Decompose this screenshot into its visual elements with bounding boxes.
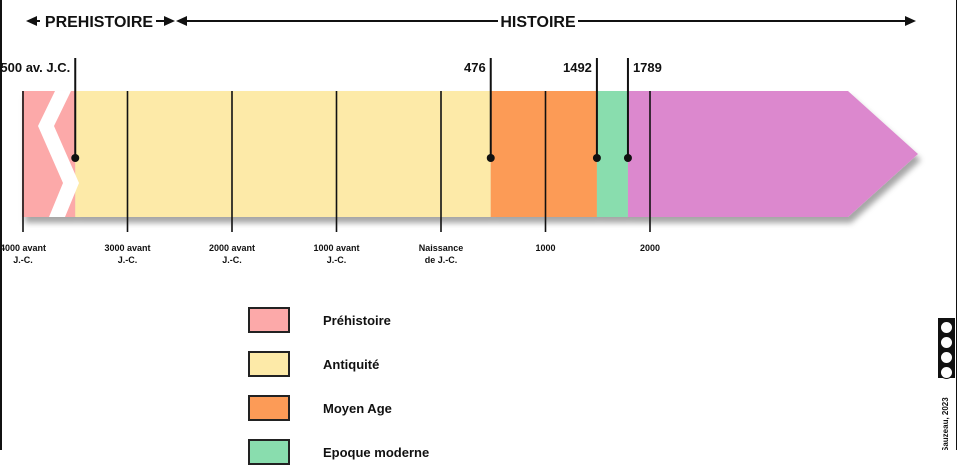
period-segment-4 bbox=[627, 91, 918, 217]
event-dot-2 bbox=[592, 154, 601, 162]
tick-label-line: 4000 avant bbox=[0, 243, 46, 253]
tick-label-line: J.-C. bbox=[327, 255, 347, 265]
legend-label-1: Antiquité bbox=[323, 357, 380, 372]
zigzag-gap bbox=[38, 91, 79, 217]
event-markers: vers 3500 av. J.C. 476 1492 1789 bbox=[0, 58, 662, 162]
timeline-diagram: PREHISTOIRE HISTOIRE vers 3500 av. J.C. 4… bbox=[0, 14, 918, 265]
arrow-left-head bbox=[26, 16, 37, 26]
tick-label-5: 1000 bbox=[535, 243, 555, 253]
tick-label-0: 4000 avant J.-C. bbox=[0, 243, 46, 265]
tick-label-line: 1000 avant bbox=[313, 243, 359, 253]
legend-label-3: Epoque moderne bbox=[323, 445, 430, 460]
arrow-history-left-head bbox=[176, 16, 187, 26]
period-segment-0 bbox=[22, 91, 76, 217]
era-arrows: PREHISTOIRE HISTOIRE bbox=[26, 14, 916, 31]
period-segment-1 bbox=[75, 91, 491, 217]
event-label-1: 476 bbox=[464, 60, 486, 75]
credit-strip: Sauzeau, 2023 bbox=[936, 316, 957, 450]
event-label-3: 1789 bbox=[633, 60, 662, 75]
year-ticks bbox=[22, 91, 651, 232]
event-label-2: 1492 bbox=[563, 60, 592, 75]
tick-label-line: J.-C. bbox=[118, 255, 138, 265]
event-label-0: vers 3500 av. J.C. bbox=[0, 60, 70, 75]
history-era-label: HISTOIRE bbox=[500, 14, 576, 31]
legend-swatch-1 bbox=[248, 351, 290, 377]
legend-swatch-3 bbox=[248, 439, 290, 465]
tick-label-line: de J.-C. bbox=[425, 255, 458, 265]
cc-by-nc-sa-icon bbox=[938, 318, 955, 379]
time-break-zigzag bbox=[38, 91, 79, 217]
page-border-left bbox=[0, 0, 2, 450]
arrow-right-head bbox=[905, 16, 916, 26]
tick-label-2: 2000 avant J.-C. bbox=[209, 243, 255, 265]
legend-label-2: Moyen Age bbox=[323, 401, 392, 416]
tick-label-line: 3000 avant bbox=[104, 243, 150, 253]
period-segment-3 bbox=[596, 91, 628, 217]
legend-label-0: Préhistoire bbox=[323, 313, 391, 328]
tick-label-line: J.-C. bbox=[13, 255, 33, 265]
tick-label-4: Naissance de J.-C. bbox=[419, 243, 464, 265]
tick-label-line: 1000 bbox=[535, 243, 555, 253]
tick-label-line: J.-C. bbox=[222, 255, 242, 265]
legend-swatch-0 bbox=[248, 307, 290, 333]
author-credit: Sauzeau, 2023 bbox=[941, 397, 950, 450]
arrow-prehistory-right-head bbox=[164, 16, 175, 26]
tick-label-6: 2000 bbox=[640, 243, 660, 253]
prehistory-era-label: PREHISTOIRE bbox=[45, 14, 154, 31]
event-dot-3 bbox=[623, 154, 632, 162]
year-tick-labels: 4000 avant J.-C.3000 avant J.-C.2000 avant… bbox=[0, 243, 660, 265]
tick-label-1: 3000 avant J.-C. bbox=[104, 243, 150, 265]
event-dot-0 bbox=[71, 154, 80, 162]
tick-label-3: 1000 avant J.-C. bbox=[313, 243, 359, 265]
tick-label-line: 2000 avant bbox=[209, 243, 255, 253]
timeline-band bbox=[22, 91, 918, 217]
tick-label-line: 2000 bbox=[640, 243, 660, 253]
period-segment-2 bbox=[490, 91, 597, 217]
event-dot-1 bbox=[486, 154, 495, 162]
tick-label-line: Naissance bbox=[419, 243, 464, 253]
legend-swatch-2 bbox=[248, 395, 290, 421]
